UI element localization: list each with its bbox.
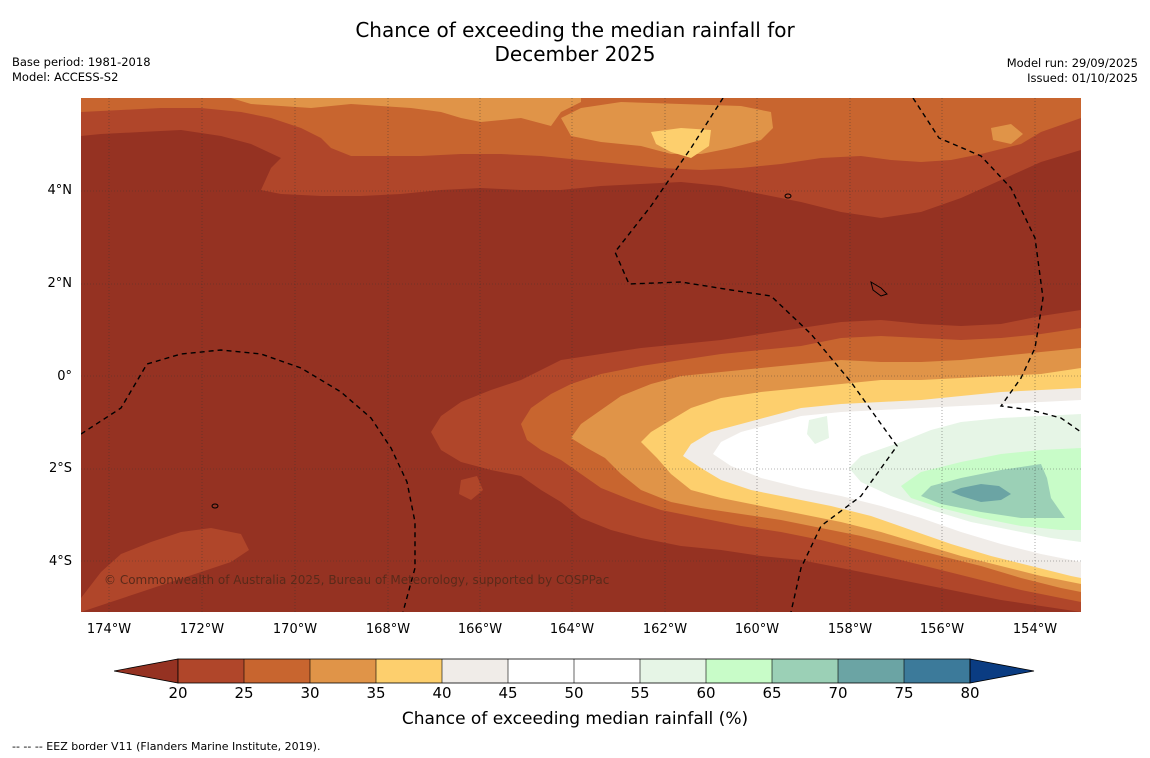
cb-tick-45: 45: [498, 684, 518, 702]
lon-label-174w: 174°W: [86, 622, 132, 637]
issued-date: Issued: 01/10/2025: [1027, 71, 1138, 85]
lon-label-168w: 168°W: [365, 622, 411, 637]
map-band-30-35-north: [231, 98, 1023, 154]
cb-seg-30-35: [310, 659, 376, 683]
cb-tick-20: 20: [168, 684, 188, 702]
model-name: Model: ACCESS-S2: [12, 70, 119, 84]
cb-tick-70: 70: [828, 684, 848, 702]
cb-tick-35: 35: [366, 684, 386, 702]
title-line-1: Chance of exceeding the median rainfall …: [355, 18, 795, 42]
colorbar: [113, 657, 1038, 685]
lon-label-160w: 160°W: [734, 622, 780, 637]
cb-seg-75-80: [904, 659, 970, 683]
lat-label-4s: 4°S: [48, 554, 72, 569]
cb-tick-80: 80: [960, 684, 980, 702]
rainfall-map: [81, 98, 1081, 612]
lon-label-170w: 170°W: [272, 622, 318, 637]
cb-seg-25-30: [244, 659, 310, 683]
title-line-2: December 2025: [494, 42, 656, 66]
cb-seg-40-45: [442, 659, 508, 683]
eez-borders: [81, 98, 1081, 612]
cb-seg-60-65: [706, 659, 772, 683]
cb-tick-60: 60: [696, 684, 716, 702]
lat-label-4n: 4°N: [47, 183, 73, 198]
model-run: Model run: 29/09/2025: [1006, 56, 1138, 70]
map-band-35-40-north: [651, 128, 711, 158]
map-title: Chance of exceeding the median rainfall …: [0, 18, 1150, 66]
island-outlines: [211, 193, 888, 509]
lon-label-156w: 156°W: [919, 622, 965, 637]
colorbar-extend-low: [113, 658, 179, 684]
cb-seg-50-55: [574, 659, 640, 683]
eez-border-east: [912, 98, 1081, 433]
meta-left: Base period: 1981-2018 Model: ACCESS-S2: [12, 55, 151, 85]
lat-label-2n: 2°N: [47, 276, 73, 291]
cb-seg-35-40: [376, 659, 442, 683]
map-band-70-75: [951, 484, 1011, 502]
eez-legend-note: -- -- -- EEZ border V11 (Flanders Marine…: [12, 740, 321, 753]
cb-seg-55-60: [640, 659, 706, 683]
cb-seg-70-75: [838, 659, 904, 683]
lon-label-158w: 158°W: [827, 622, 873, 637]
cb-seg-20-25: [178, 659, 244, 683]
cb-seg-45-50: [508, 659, 574, 683]
cb-tick-30: 30: [300, 684, 320, 702]
colorbar-label: Chance of exceeding median rainfall (%): [401, 709, 749, 729]
cb-tick-40: 40: [432, 684, 452, 702]
lon-label-172w: 172°W: [179, 622, 225, 637]
lat-label-0: 0°: [57, 369, 72, 384]
eez-border-central: [614, 98, 898, 612]
cb-tick-50: 50: [564, 684, 584, 702]
lon-label-162w: 162°W: [642, 622, 688, 637]
lon-label-166w: 166°W: [457, 622, 503, 637]
lon-label-154w: 154°W: [1012, 622, 1058, 637]
cb-tick-25: 25: [234, 684, 254, 702]
cb-tick-55: 55: [630, 684, 650, 702]
colorbar-svg: [113, 658, 1035, 684]
map-svg: [81, 98, 1081, 612]
copyright-notice: © Commonwealth of Australia 2025, Bureau…: [104, 573, 610, 587]
cb-seg-65-70: [772, 659, 838, 683]
lon-label-164w: 164°W: [549, 622, 595, 637]
eez-border-west: [81, 349, 416, 612]
cb-tick-75: 75: [894, 684, 914, 702]
meta-right: Model run: 29/09/2025 Issued: 01/10/2025: [1007, 56, 1138, 86]
base-period: Base period: 1981-2018: [12, 55, 151, 69]
colorbar-extend-high: [969, 658, 1035, 684]
lat-label-2s: 2°S: [48, 461, 72, 476]
cb-tick-65: 65: [762, 684, 782, 702]
colorbar-segments: [178, 659, 970, 683]
